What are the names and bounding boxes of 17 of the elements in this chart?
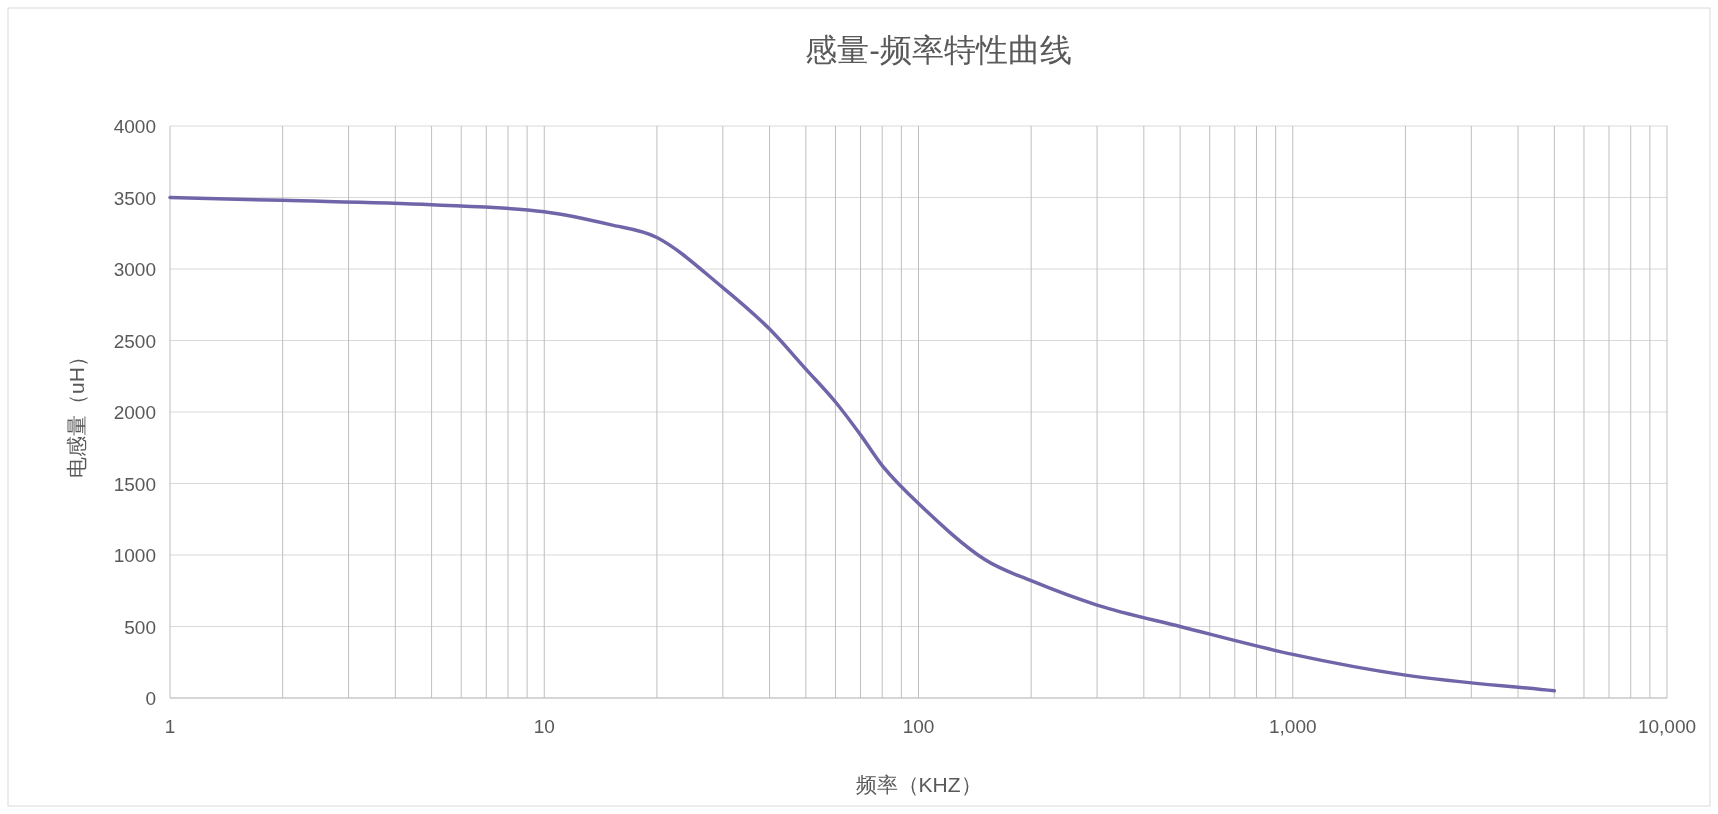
- x-tick-label: 1: [164, 716, 176, 737]
- y-tick-label: 2000: [113, 402, 156, 423]
- y-tick-label: 0: [145, 688, 156, 709]
- chart-title: 感量-频率特性曲线: [805, 32, 1072, 68]
- y-axis-title: 电感量（uH）: [65, 346, 88, 478]
- x-tick-label: 10,000: [1637, 716, 1697, 737]
- y-tick-label: 1500: [113, 473, 156, 495]
- x-tick-label: 1,000: [1268, 716, 1317, 737]
- x-axis-title: 频率（KHZ）: [855, 773, 982, 796]
- y-tick-label: 1000: [113, 545, 156, 566]
- y-tick-label: 500: [124, 616, 156, 638]
- y-tick-label: 3500: [113, 187, 156, 209]
- x-tick-label: 10: [533, 716, 555, 737]
- y-tick-label: 2500: [113, 330, 156, 352]
- y-tick-label: 4000: [113, 116, 156, 137]
- y-tick-label: 3000: [113, 259, 156, 280]
- x-tick-label: 100: [902, 716, 935, 737]
